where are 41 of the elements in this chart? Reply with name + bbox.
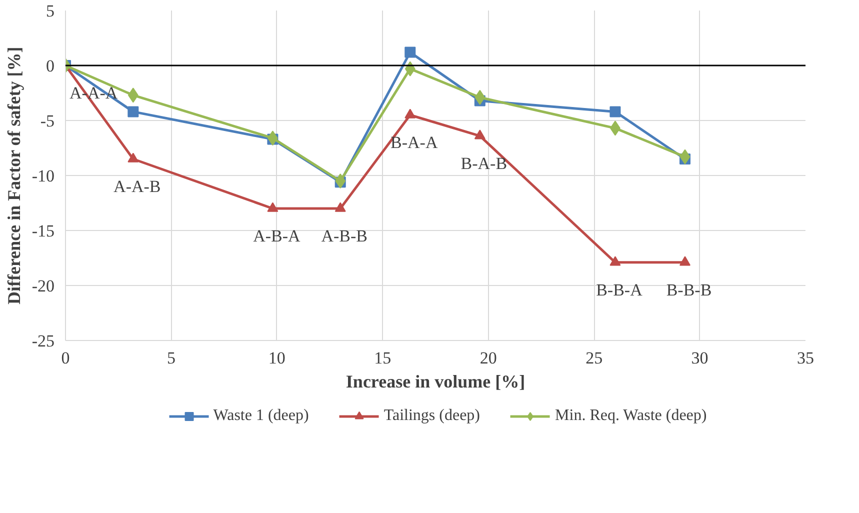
x-tick-label: 5 — [166, 348, 176, 368]
x-tick-label: 10 — [268, 348, 286, 368]
point — [334, 202, 346, 212]
x-tick-label: 35 — [797, 348, 814, 368]
y-tick-label: -5 — [40, 112, 55, 130]
annotation: B-B-A — [596, 280, 644, 300]
point — [128, 88, 138, 103]
legend-label: Tailings (deep) — [384, 407, 480, 425]
x-tick-label: 25 — [586, 348, 603, 368]
point — [474, 90, 486, 105]
point — [404, 108, 416, 118]
annotation: B-A-B — [460, 154, 508, 173]
point — [267, 202, 278, 212]
annotation: A-B-A — [253, 226, 302, 246]
x-tick-label: 15 — [374, 348, 392, 368]
y-tick-label: -20 — [32, 276, 55, 296]
y-tick-label: -10 — [32, 166, 55, 186]
point — [128, 152, 139, 162]
legend-label: Min. Req. Waste (deep) — [555, 407, 707, 425]
point — [474, 130, 486, 140]
y-tick-label: 0 — [46, 56, 54, 76]
y-tick-label: -25 — [32, 332, 55, 350]
x-tick-label: 0 — [61, 348, 70, 368]
x-tick-label: 20 — [480, 348, 497, 368]
annotation: B-A-A — [390, 133, 438, 152]
point — [679, 256, 690, 266]
point — [680, 149, 690, 164]
point — [404, 46, 416, 58]
y-tick-label: -15 — [32, 222, 55, 240]
point — [335, 174, 346, 188]
annotation: A-B-B — [321, 226, 368, 246]
y-axis-title: Difference in Factor of safety [%] — [4, 46, 24, 305]
legend-label: Waste 1 (deep) — [213, 407, 309, 425]
y-tick-label: 5 — [46, 2, 54, 20]
point — [610, 106, 621, 118]
annotation: A-A-B — [114, 177, 161, 196]
point — [610, 256, 621, 266]
x-axis-title: Increase in volume [%] — [346, 372, 526, 392]
x-tick-label: 30 — [691, 348, 708, 368]
annotation: B-B-B — [666, 280, 712, 300]
point — [128, 106, 139, 118]
